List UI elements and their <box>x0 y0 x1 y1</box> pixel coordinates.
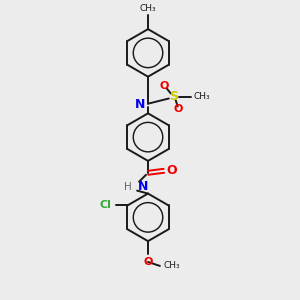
Text: N: N <box>135 98 145 111</box>
Text: CH₃: CH₃ <box>194 92 210 101</box>
Text: Cl: Cl <box>100 200 112 211</box>
Text: CH₃: CH₃ <box>140 4 156 13</box>
Text: O: O <box>159 81 169 91</box>
Text: O: O <box>173 104 182 114</box>
Text: S: S <box>169 90 178 103</box>
Text: O: O <box>167 164 177 177</box>
Text: H: H <box>124 182 132 192</box>
Text: CH₃: CH₃ <box>164 261 181 270</box>
Text: O: O <box>143 257 153 267</box>
Text: N: N <box>138 180 148 193</box>
